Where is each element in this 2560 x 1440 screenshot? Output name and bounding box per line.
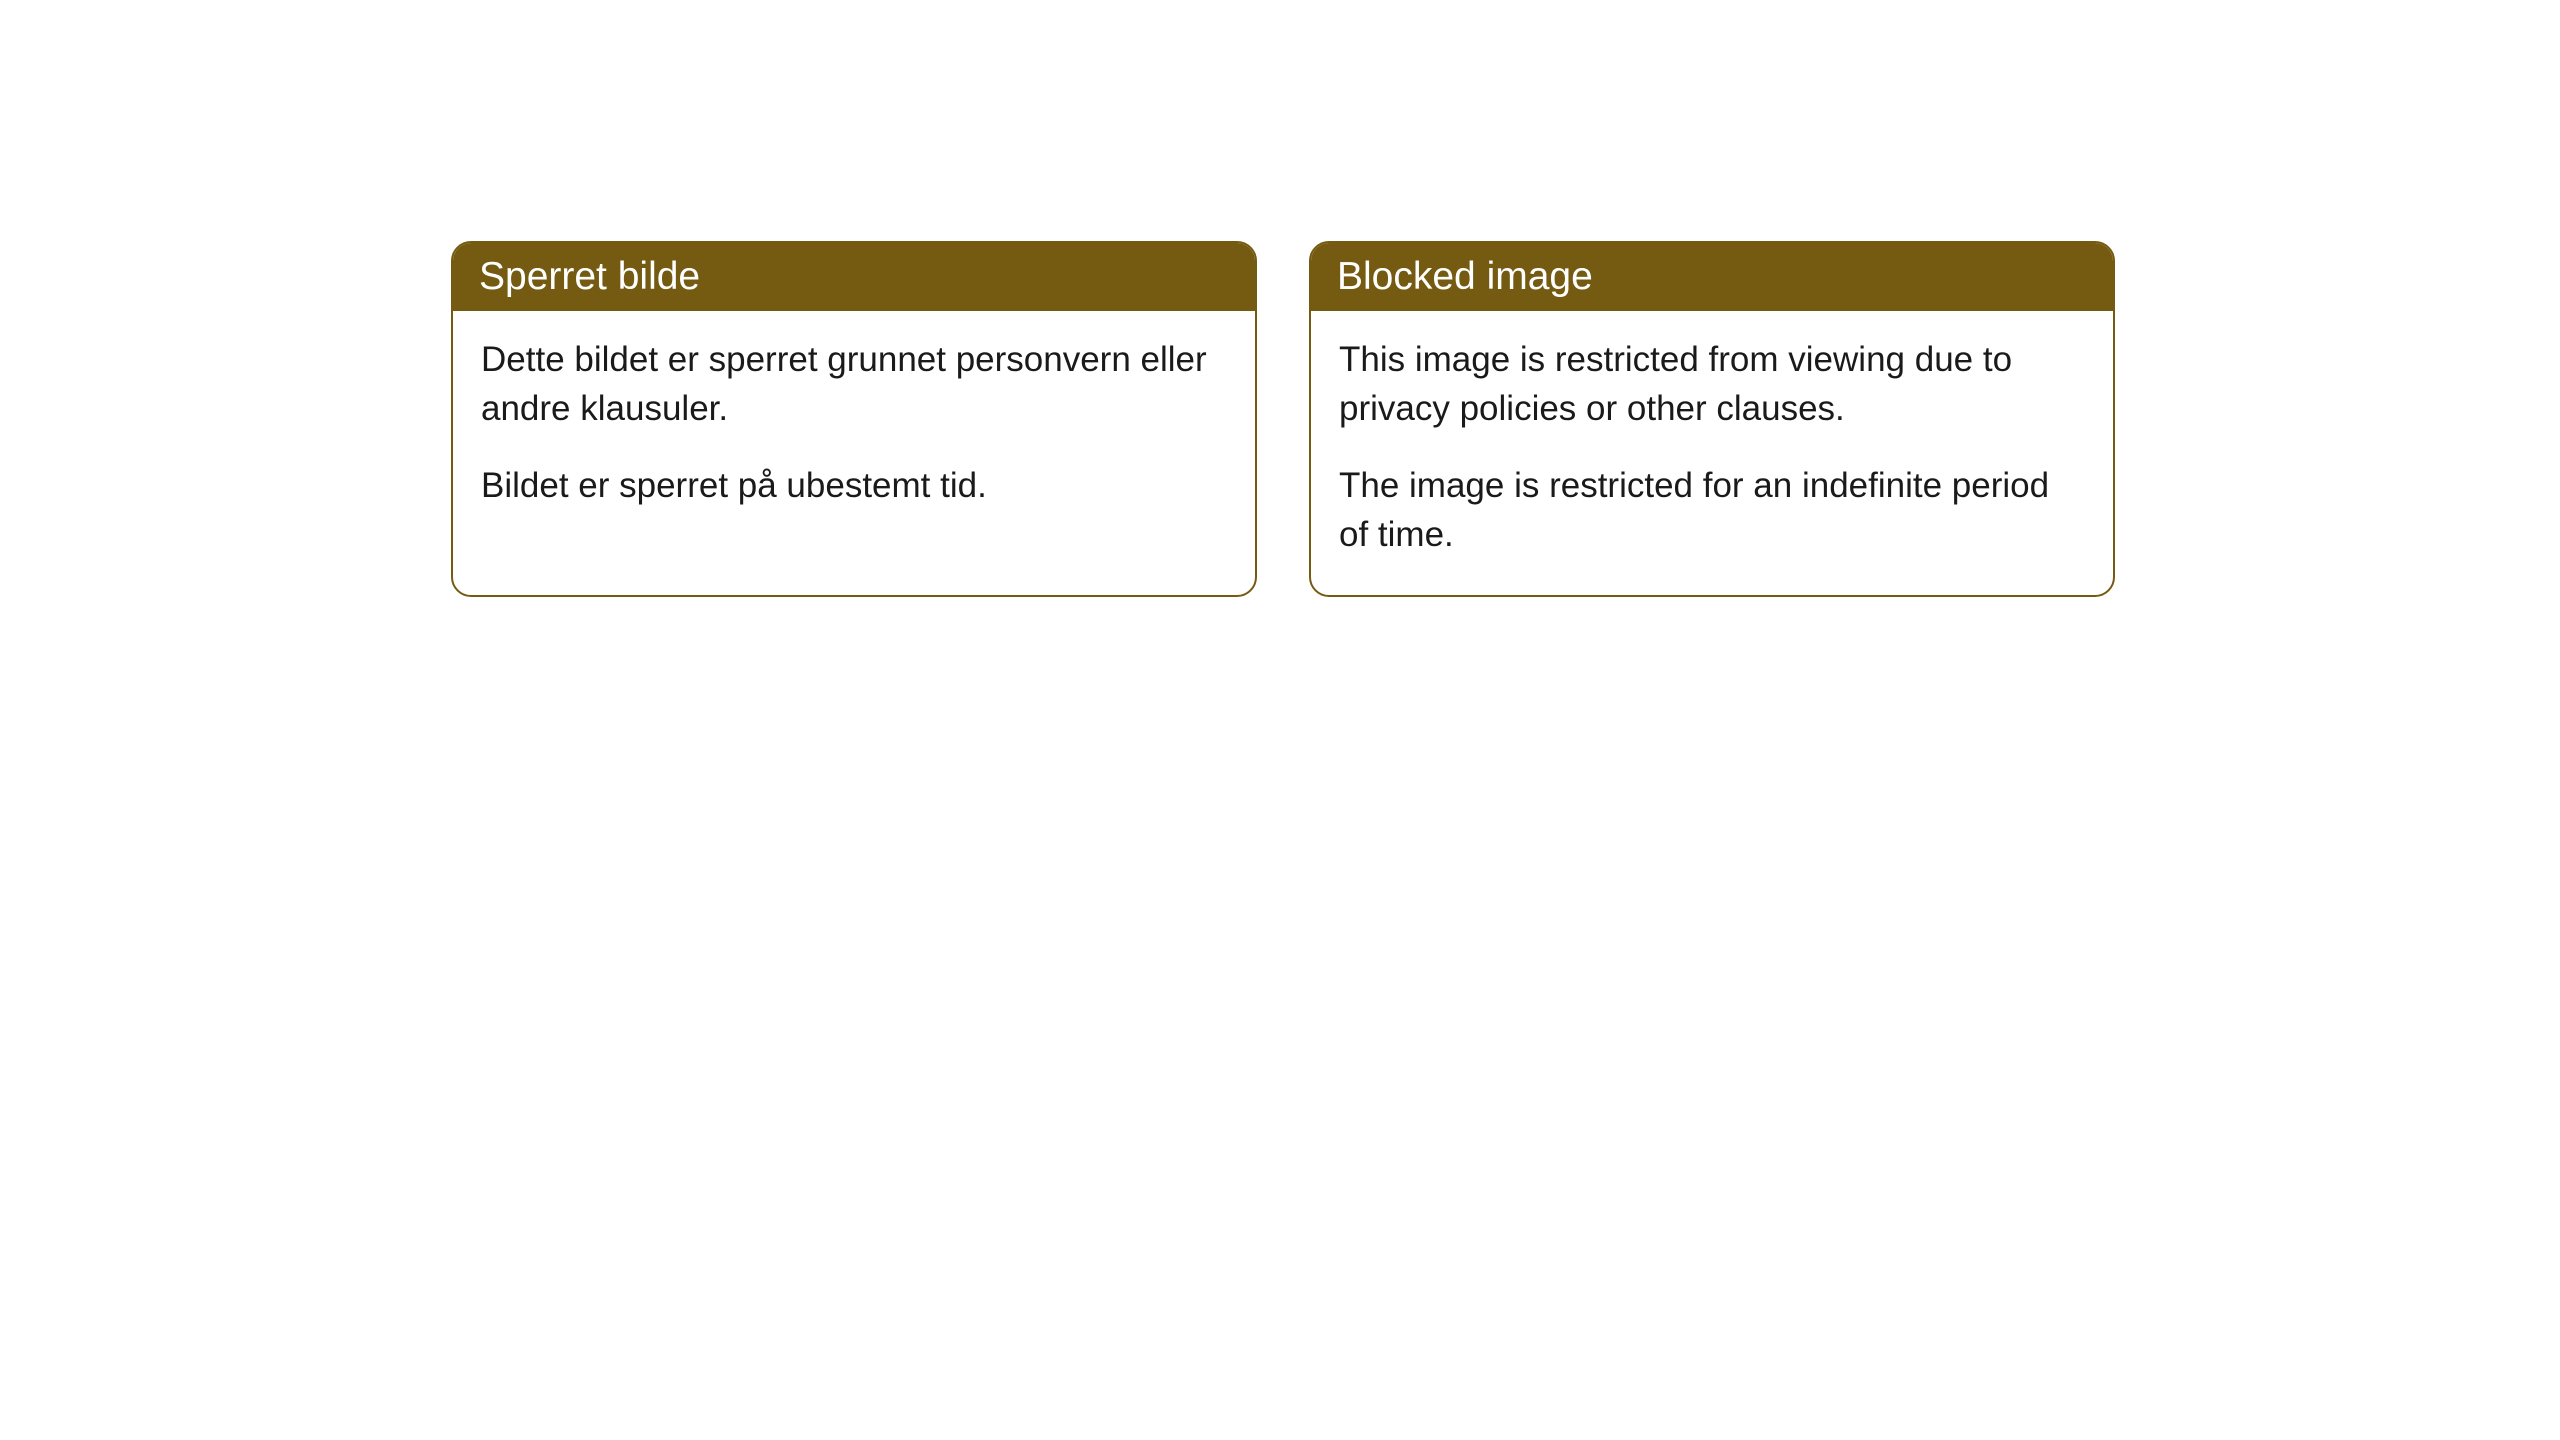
notice-header-english: Blocked image bbox=[1311, 243, 2113, 311]
notice-header-norwegian: Sperret bilde bbox=[453, 243, 1255, 311]
notice-paragraph: The image is restricted for an indefinit… bbox=[1339, 461, 2085, 559]
notice-body-norwegian: Dette bildet er sperret grunnet personve… bbox=[453, 311, 1255, 546]
notice-paragraph: Bildet er sperret på ubestemt tid. bbox=[481, 461, 1227, 510]
notice-paragraph: This image is restricted from viewing du… bbox=[1339, 335, 2085, 433]
notice-title: Sperret bilde bbox=[479, 255, 700, 298]
notice-body-english: This image is restricted from viewing du… bbox=[1311, 311, 2113, 595]
notice-card-norwegian: Sperret bilde Dette bildet er sperret gr… bbox=[451, 241, 1257, 597]
notice-card-english: Blocked image This image is restricted f… bbox=[1309, 241, 2115, 597]
notice-paragraph: Dette bildet er sperret grunnet personve… bbox=[481, 335, 1227, 433]
notice-title: Blocked image bbox=[1337, 255, 1593, 298]
notice-container: Sperret bilde Dette bildet er sperret gr… bbox=[451, 241, 2115, 597]
